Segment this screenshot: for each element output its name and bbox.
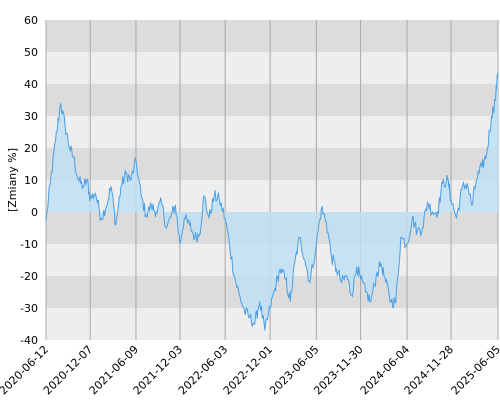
y-tick-label: 60	[24, 14, 38, 27]
y-tick-label: 30	[24, 110, 38, 123]
background-band	[46, 148, 498, 180]
x-tick-label: 2025-06-05	[449, 343, 500, 397]
y-tick-label: 10	[24, 174, 38, 187]
background-band	[46, 84, 498, 116]
series-layer	[45, 71, 499, 331]
y-tick-label: 0	[31, 206, 38, 219]
background-band	[46, 116, 498, 148]
series-line	[45, 71, 499, 331]
y-tick-label: -20	[20, 270, 38, 283]
y-tick-label: 40	[24, 78, 38, 91]
y-tick-label: -30	[20, 302, 38, 315]
series-area	[46, 71, 498, 331]
y-tick-label: -40	[20, 334, 38, 347]
y-tick-label: -10	[20, 238, 38, 251]
y-axis-label: [Zmiany %]	[6, 148, 19, 212]
y-tick-label: 20	[24, 142, 38, 155]
background-band	[46, 20, 498, 52]
x-axis-ticks: 2020-06-122020-12-072021-06-092021-12-03…	[0, 343, 500, 397]
background-band	[46, 52, 498, 84]
background-band	[46, 308, 498, 340]
y-axis-ticks: -40 -30 -20 -10 0 10 20 30 40 50 60	[20, 14, 38, 347]
y-tick-label: 50	[24, 46, 38, 59]
